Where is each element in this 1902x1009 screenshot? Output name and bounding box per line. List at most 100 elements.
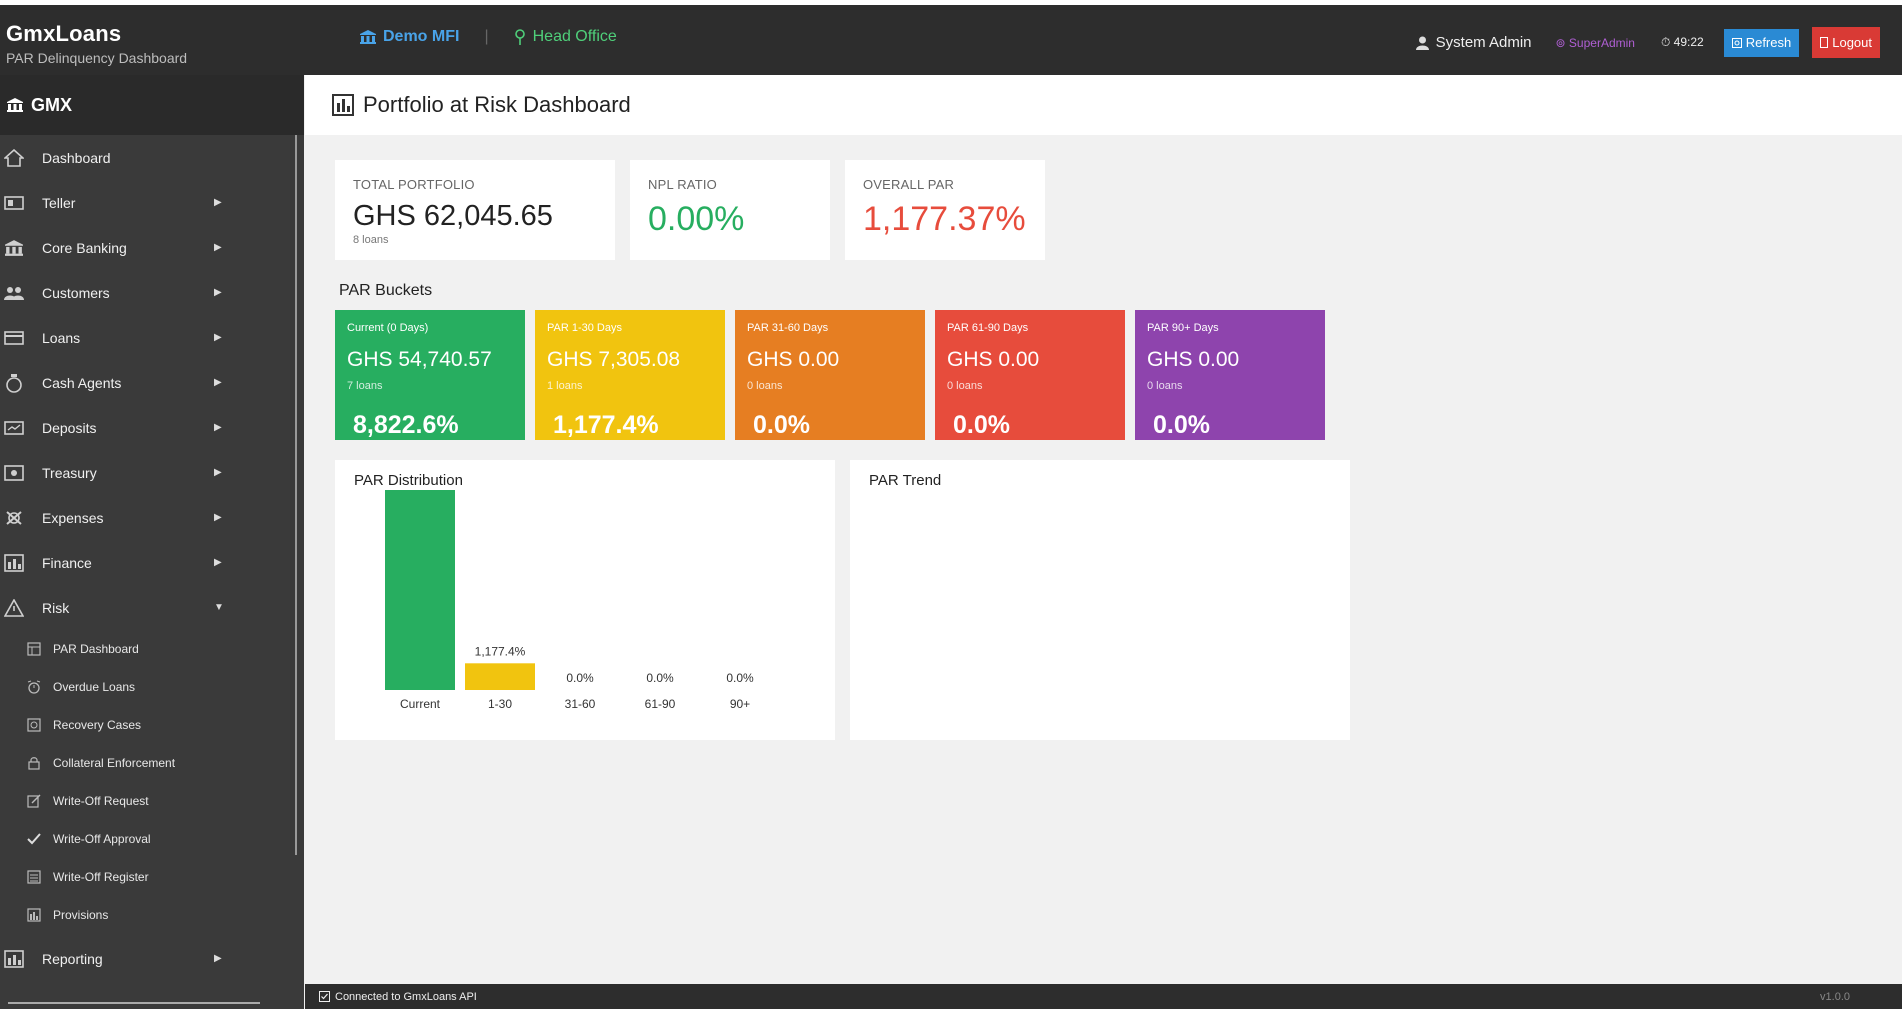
- role-label: SuperAdmin: [1568, 35, 1635, 50]
- kpi-sub: 8 loans: [353, 234, 389, 246]
- kpi-value: GHS 62,045.65: [353, 200, 553, 232]
- chevron-right-icon: ▶: [214, 422, 222, 433]
- branch-selector[interactable]: Head Office: [514, 28, 617, 46]
- sidebar-item-cash-agents[interactable]: Cash Agents ▶: [0, 360, 304, 405]
- app-version: v1.0.0: [1820, 990, 1850, 1003]
- sidebar-subitem-write-off-register[interactable]: Write-Off Register: [0, 858, 304, 896]
- logout-icon: [1820, 37, 1829, 48]
- sidebar-subitem-overdue-loans[interactable]: Overdue Loans: [0, 668, 304, 706]
- finance-icon: [4, 553, 24, 573]
- bucket-61-90: PAR 61-90 Days GHS 0.00 0 loans 0.0%: [935, 310, 1125, 440]
- sidebar-subitem-label: Write-Off Request: [53, 794, 149, 808]
- top-strip: [0, 0, 1902, 5]
- sidebar-item-risk[interactable]: Risk ▼: [0, 585, 304, 630]
- bucket-label: PAR 61-90 Days: [947, 322, 1029, 334]
- sidebar-item-label: Finance: [42, 554, 92, 571]
- bucket-amount: GHS 0.00: [747, 348, 840, 371]
- sidebar-item-dashboard[interactable]: Dashboard: [0, 135, 304, 180]
- sidebar-subitem-label: Write-Off Approval: [53, 832, 151, 846]
- sidebar-item-label: Expenses: [42, 509, 104, 526]
- sidebar-item-finance[interactable]: Finance ▶: [0, 540, 304, 585]
- user-area: System Admin ⊚ SuperAdmin ⏱ 49:22 Refres…: [1415, 27, 1880, 58]
- bucket-count: 0 loans: [1147, 380, 1183, 392]
- tenant-name: Demo MFI: [383, 28, 460, 45]
- sidebar-subitem-provisions[interactable]: Provisions: [0, 896, 304, 934]
- sidebar-item-reporting[interactable]: Reporting ▶: [0, 936, 304, 981]
- page-title: Portfolio at Risk Dashboard: [363, 92, 631, 117]
- sidebar: GMX Dashboard Teller ▶ Core Banking ▶ Cu…: [0, 75, 304, 1009]
- warning-icon: [4, 598, 24, 618]
- bucket-percent: 8,822.6%: [353, 411, 459, 439]
- refresh-icon: [1731, 37, 1742, 48]
- sidebar-subitem-par-dashboard[interactable]: PAR Dashboard: [0, 630, 304, 668]
- session-timer: ⏱ 49:22: [1660, 35, 1704, 49]
- bucket-label: PAR 31-60 Days: [747, 322, 829, 334]
- sidebar-item-label: Teller: [42, 194, 76, 211]
- loans-icon: [4, 328, 24, 348]
- top-header: GmxLoans PAR Delinquency Dashboard Demo …: [0, 5, 1902, 75]
- sidebar-item-core-banking[interactable]: Core Banking ▶: [0, 225, 304, 270]
- sidebar-item-loans[interactable]: Loans ▶: [0, 315, 304, 360]
- expenses-icon: [4, 508, 24, 528]
- page-header: Portfolio at Risk Dashboard: [305, 75, 1902, 135]
- tenant-separator: |: [484, 28, 489, 45]
- bucket-1-30: PAR 1-30 Days GHS 7,305.08 1 loans 1,177…: [535, 310, 725, 440]
- tenant-bar: Demo MFI | Head Office: [360, 28, 617, 46]
- kpi-label: NPL RATIO: [648, 177, 717, 192]
- logout-button[interactable]: Logout: [1812, 27, 1880, 58]
- tick-label-31-60: 31-60: [565, 697, 596, 711]
- customers-icon: [4, 283, 24, 303]
- sidebar-subitem-collateral-enforcement[interactable]: Collateral Enforcement: [0, 744, 304, 782]
- branch-name: Head Office: [532, 28, 617, 45]
- teller-icon: [4, 193, 24, 213]
- logout-label: Logout: [1832, 35, 1872, 50]
- location-pin-icon: [514, 29, 525, 45]
- sidebar-item-label: Loans: [42, 329, 81, 346]
- treasury-icon: [4, 463, 24, 483]
- bucket-amount: GHS 54,740.57: [347, 348, 492, 371]
- deposits-icon: [4, 418, 24, 438]
- sidebar-item-expenses[interactable]: Expenses ▶: [0, 495, 304, 540]
- sidebar-subitem-recovery-cases[interactable]: Recovery Cases: [0, 706, 304, 744]
- sidebar-item-deposits[interactable]: Deposits ▶: [0, 405, 304, 450]
- edit-icon: [27, 794, 41, 808]
- data-label-61-90: 0.0%: [646, 671, 674, 685]
- kpi-npl-ratio: NPL RATIO 0.00%: [630, 160, 830, 260]
- tick-label-Current: Current: [400, 697, 441, 711]
- user-name: System Admin: [1435, 34, 1532, 51]
- chevron-down-icon: ▼: [214, 602, 224, 613]
- user-menu[interactable]: System Admin: [1415, 34, 1532, 51]
- sidebar-subitem-label: Overdue Loans: [53, 680, 136, 694]
- bucket-label: Current (0 Days): [347, 322, 429, 334]
- kpi-value: 0.00%: [648, 200, 745, 238]
- bucket-percent: 0.0%: [1153, 411, 1210, 439]
- refresh-button[interactable]: Refresh: [1723, 28, 1800, 57]
- bank-icon: [360, 30, 376, 44]
- bucket-amount: GHS 0.00: [1147, 348, 1240, 371]
- bucket-amount: GHS 0.00: [947, 348, 1040, 371]
- sidebar-item-treasury[interactable]: Treasury ▶: [0, 450, 304, 495]
- tick-label-90+: 90+: [730, 697, 750, 711]
- bank-icon: [7, 98, 23, 112]
- tenant-selector[interactable]: Demo MFI: [360, 28, 459, 46]
- sidebar-scrollbar[interactable]: [295, 135, 297, 855]
- bar-1-30: [465, 663, 535, 690]
- chevron-right-icon: ▶: [214, 242, 222, 253]
- par-distribution-card: Current 1,177.4% 1-30 0.0% 31-60 0.0% 61-90 0.0…: [335, 460, 835, 740]
- bucket-label: PAR 90+ Days: [1147, 322, 1219, 334]
- bank-icon: [4, 238, 24, 258]
- app-title: GmxLoans: [6, 21, 122, 46]
- sidebar-item-label: Core Banking: [42, 239, 127, 256]
- sidebar-subitem-write-off-approval[interactable]: Write-Off Approval: [0, 820, 304, 858]
- connection-status: Connected to GmxLoans API: [335, 990, 477, 1003]
- sidebar-item-teller[interactable]: Teller ▶: [0, 180, 304, 225]
- sidebar-subitem-write-off-request[interactable]: Write-Off Request: [0, 782, 304, 820]
- sidebar-horizontal-scrollbar[interactable]: [8, 1002, 260, 1004]
- bucket-count: 7 loans: [347, 380, 383, 392]
- bar-chart-icon: [332, 94, 354, 116]
- role-badge: ⊚ SuperAdmin: [1555, 35, 1635, 50]
- bucket-current: Current (0 Days) GHS 54,740.57 7 loans 8…: [335, 310, 525, 440]
- brand: GmxLoans PAR Delinquency Dashboard: [6, 21, 187, 66]
- sidebar-item-customers[interactable]: Customers ▶: [0, 270, 304, 315]
- par-distribution-chart: Current 1,177.4% 1-30 0.0% 31-60 0.0% 61-90 0.0…: [385, 490, 754, 711]
